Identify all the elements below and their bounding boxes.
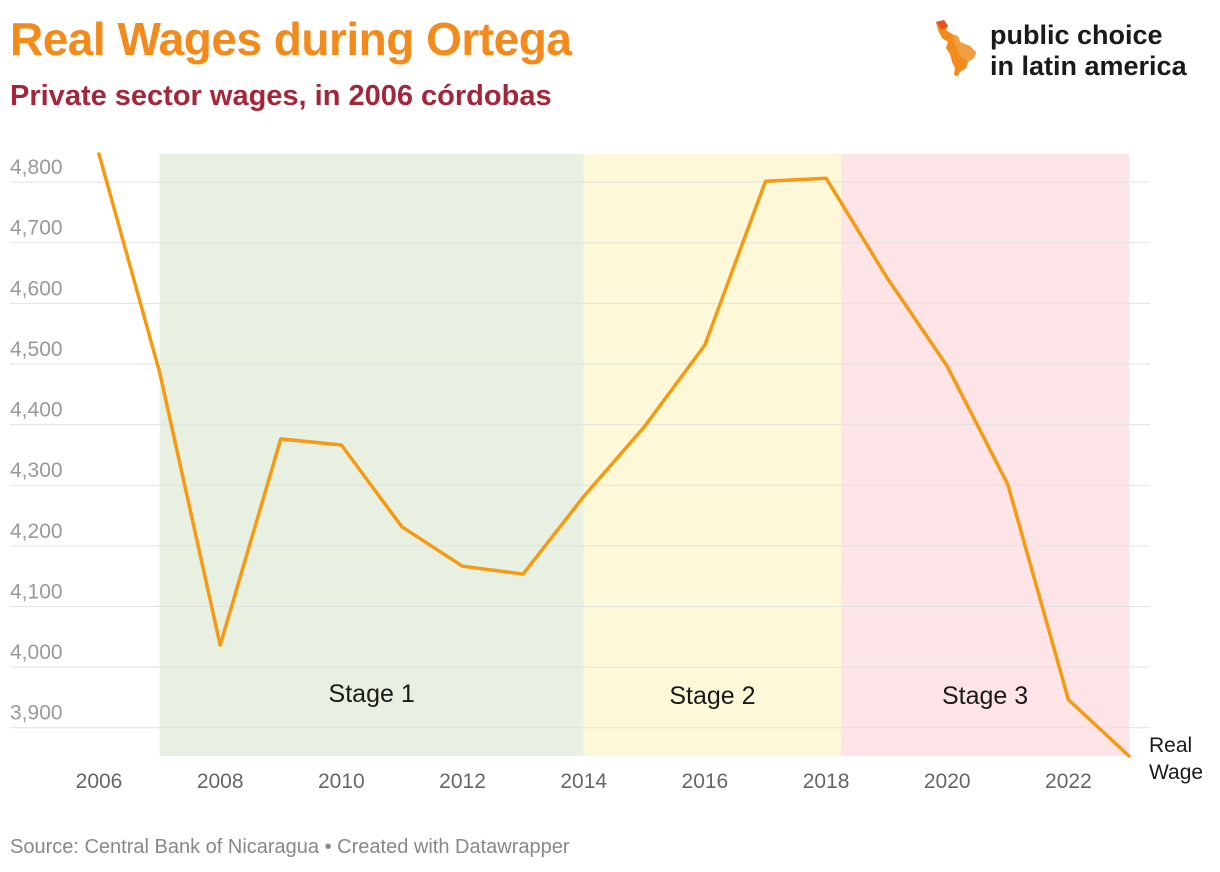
- brand-line-1: public choice: [990, 20, 1163, 50]
- y-tick-label: 4,300: [10, 459, 63, 482]
- source-note: Source: Central Bank of Nicaragua • Crea…: [10, 836, 570, 858]
- brand-line-2: in latin america: [990, 51, 1187, 81]
- stage-band-1: [159, 154, 584, 756]
- x-tick-label: 2006: [76, 770, 123, 793]
- series-label-real-wage: Real Wage: [1149, 734, 1203, 784]
- stage-label-2: Stage 2: [669, 682, 755, 710]
- stage-band-2: [583, 154, 842, 756]
- x-axis: 2006 2008 2010 2012 2014 2016 2018 2020 2022: [76, 770, 1092, 793]
- x-tick-label: 2014: [560, 770, 607, 793]
- chart-title: Real Wages during Ortega: [10, 13, 572, 65]
- series-line-real-wage: [97, 152, 1131, 758]
- series-layer: Real Wage: [97, 152, 1203, 784]
- x-tick-label: 2022: [1045, 770, 1092, 793]
- x-tick-label: 2018: [803, 770, 850, 793]
- y-tick-label: 4,100: [10, 580, 63, 603]
- y-tick-label: 4,600: [10, 277, 63, 300]
- x-tick-label: 2016: [682, 770, 729, 793]
- x-tick-label: 2008: [197, 770, 244, 793]
- y-axis: 3,900 4,000 4,100 4,200 4,300 4,400 4,500 4,600…: [10, 156, 63, 725]
- y-tick-label: 4,000: [10, 641, 63, 664]
- grid-lines: [10, 181, 1150, 729]
- line-chart: 3,900 4,000 4,100 4,200 4,300 4,400 4,500 4,600…: [10, 152, 1203, 793]
- stage-labels: Stage 1 Stage 2 Stage 3: [329, 680, 1029, 710]
- stage-label-1: Stage 1: [329, 680, 415, 708]
- y-tick-label: 4,800: [10, 156, 63, 179]
- y-tick-label: 4,400: [10, 399, 63, 422]
- x-tick-label: 2010: [318, 770, 365, 793]
- brand-logo-block[interactable]: public choice in latin america: [930, 18, 1210, 82]
- y-tick-label: 4,200: [10, 520, 63, 543]
- y-tick-label: 4,500: [10, 338, 63, 361]
- latin-america-map-icon: [936, 20, 976, 76]
- x-tick-label: 2012: [439, 770, 486, 793]
- stage-band-3: [841, 154, 1129, 756]
- y-tick-label: 4,700: [10, 217, 63, 240]
- chart-subtitle: Private sector wages, in 2006 córdobas: [10, 80, 552, 112]
- x-tick-label: 2020: [924, 770, 971, 793]
- stage-bands: [159, 154, 1129, 756]
- y-tick-label: 3,900: [10, 702, 63, 725]
- stage-label-3: Stage 3: [942, 682, 1028, 710]
